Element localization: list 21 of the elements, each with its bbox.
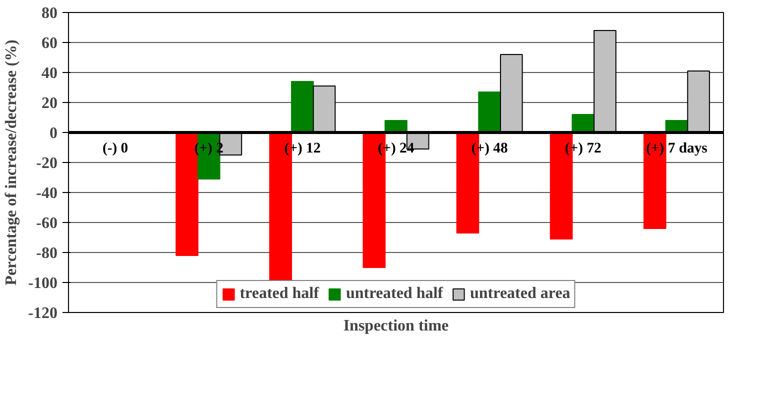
bar xyxy=(291,81,314,133)
y-tick-label: -80 xyxy=(36,245,58,262)
x-tick-label: (-) 0 xyxy=(102,140,128,156)
legend-label: treated half xyxy=(240,285,319,303)
bar xyxy=(643,132,666,229)
y-tick-label: -60 xyxy=(36,215,58,232)
legend-label: untreated area xyxy=(470,285,570,303)
y-tick-label: 0 xyxy=(50,125,58,142)
legend-label: untreated half xyxy=(346,285,444,303)
y-tick-label: -40 xyxy=(36,185,58,202)
x-axis-title: Inspection time xyxy=(343,318,449,334)
y-tick-label: -120 xyxy=(28,305,58,322)
y-tick-label: -20 xyxy=(36,155,58,172)
y-tick-label: 40 xyxy=(42,65,58,82)
y-tick-label: 20 xyxy=(42,95,58,112)
bar xyxy=(478,92,501,133)
y-axis-title: Percentage of increase/decrease (%) xyxy=(3,40,20,286)
y-tick-label: 80 xyxy=(42,5,58,22)
y-tick-label: -100 xyxy=(28,275,58,292)
y-tick-label: 60 xyxy=(42,35,58,52)
x-tick-label: (+) 7 days xyxy=(646,140,708,156)
